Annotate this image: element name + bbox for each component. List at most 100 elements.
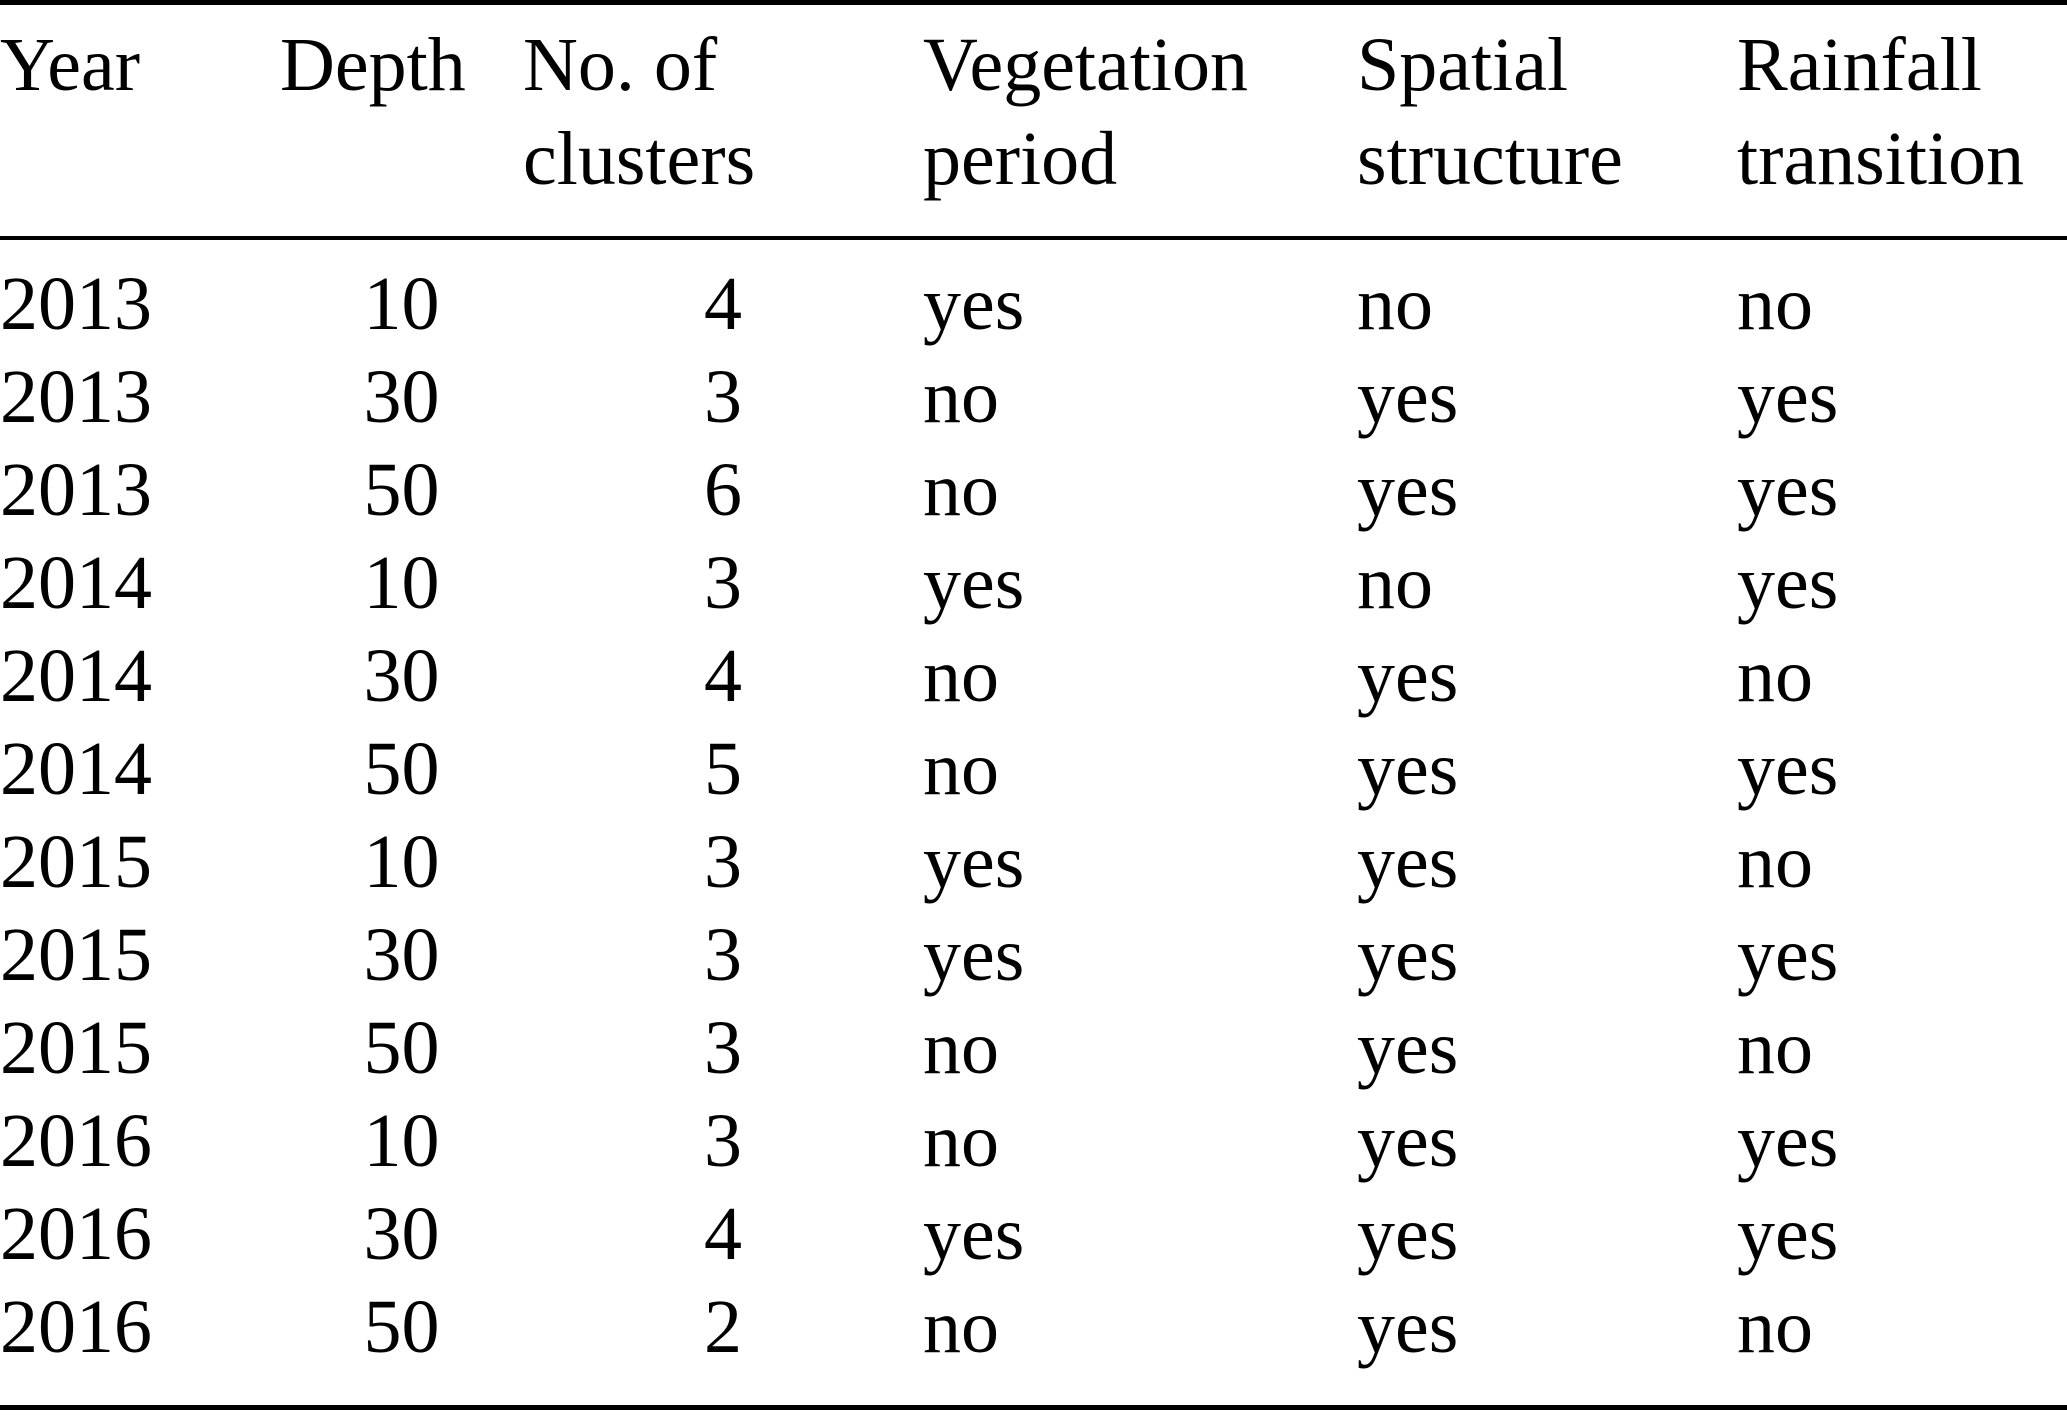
cell-rainfall-transition: yes — [1737, 541, 1839, 625]
cell-depth: 30 — [363, 634, 440, 718]
table-row: 2013 50 6 no yes yes — [0, 444, 2067, 537]
cell-year: 2016 — [0, 1285, 152, 1369]
cell-spatial-structure: yes — [1357, 1192, 1459, 1276]
cell-year: 2014 — [0, 634, 152, 718]
header-line: Rainfall — [1737, 23, 1982, 107]
column-header-spatial-structure: Spatial structure — [1357, 2, 1737, 240]
cell-vegetation-period: yes — [923, 541, 1025, 625]
cell-vegetation-period: no — [923, 448, 999, 532]
cell-depth: 50 — [363, 727, 440, 811]
header-line: Vegetation — [923, 23, 1249, 107]
cell-rainfall-transition: yes — [1737, 727, 1839, 811]
cell-clusters: 2 — [704, 1285, 742, 1369]
header-line: period — [923, 117, 1118, 201]
header-line: Depth — [280, 23, 466, 107]
cell-spatial-structure: yes — [1357, 1006, 1459, 1090]
table-row: 2015 50 3 no yes no — [0, 1002, 2067, 1095]
cell-vegetation-period: no — [923, 727, 999, 811]
table-row: 2016 10 3 no yes yes — [0, 1095, 2067, 1188]
table-row: 2013 10 4 yes no no — [0, 238, 2067, 351]
cell-depth: 30 — [363, 913, 440, 997]
cell-clusters: 3 — [704, 541, 742, 625]
cell-clusters: 3 — [704, 1006, 742, 1090]
cell-clusters: 4 — [704, 1192, 742, 1276]
cell-spatial-structure: no — [1357, 262, 1433, 346]
cell-clusters: 3 — [704, 913, 742, 997]
cell-rainfall-transition: yes — [1737, 1192, 1839, 1276]
header-line: No. of — [523, 23, 718, 107]
cell-year: 2015 — [0, 913, 152, 997]
cell-vegetation-period: no — [923, 634, 999, 718]
column-header-clusters: No. of clusters — [523, 2, 923, 240]
cell-year: 2013 — [0, 355, 152, 439]
table-row: 2016 50 2 no yes no — [0, 1281, 2067, 1408]
cell-vegetation-period: yes — [923, 1192, 1025, 1276]
cell-depth: 50 — [363, 1285, 440, 1369]
table-row: 2014 30 4 no yes no — [0, 630, 2067, 723]
cell-depth: 10 — [363, 1099, 440, 1183]
cell-clusters: 4 — [704, 634, 742, 718]
table-row: 2015 30 3 yes yes yes — [0, 909, 2067, 1002]
cell-spatial-structure: yes — [1357, 448, 1459, 532]
column-header-vegetation-period: Vegetation period — [923, 2, 1357, 240]
cell-rainfall-transition: no — [1737, 1285, 1813, 1369]
cell-year: 2016 — [0, 1099, 152, 1183]
cell-depth: 10 — [363, 820, 440, 904]
cell-clusters: 6 — [704, 448, 742, 532]
cell-vegetation-period: yes — [923, 820, 1025, 904]
header-row: Year Depth No. of clusters Vegetation pe… — [0, 2, 2067, 240]
cell-vegetation-period: no — [923, 355, 999, 439]
cell-depth: 10 — [363, 262, 440, 346]
cell-year: 2014 — [0, 541, 152, 625]
cell-year: 2014 — [0, 727, 152, 811]
header-line: Spatial — [1357, 23, 1569, 107]
cell-rainfall-transition: yes — [1737, 448, 1839, 532]
cell-year: 2015 — [0, 1006, 152, 1090]
cell-rainfall-transition: no — [1737, 1006, 1813, 1090]
cell-spatial-structure: yes — [1357, 1285, 1459, 1369]
cell-vegetation-period: no — [923, 1285, 999, 1369]
column-header-rainfall-transition: Rainfall transition — [1737, 2, 2067, 240]
cell-clusters: 4 — [704, 262, 742, 346]
cell-rainfall-transition: yes — [1737, 1099, 1839, 1183]
cell-spatial-structure: yes — [1357, 820, 1459, 904]
header-line: clusters — [523, 117, 756, 201]
cell-vegetation-period: yes — [923, 913, 1025, 997]
cell-vegetation-period: yes — [923, 262, 1025, 346]
cell-rainfall-transition: no — [1737, 634, 1813, 718]
cell-spatial-structure: yes — [1357, 1099, 1459, 1183]
cell-clusters: 3 — [704, 1099, 742, 1183]
cell-rainfall-transition: no — [1737, 262, 1813, 346]
table-row: 2014 10 3 yes no yes — [0, 537, 2067, 630]
cell-spatial-structure: yes — [1357, 913, 1459, 997]
cell-clusters: 3 — [704, 820, 742, 904]
cell-spatial-structure: yes — [1357, 355, 1459, 439]
table-row: 2016 30 4 yes yes yes — [0, 1188, 2067, 1281]
cell-depth: 30 — [363, 355, 440, 439]
cell-rainfall-transition: yes — [1737, 355, 1839, 439]
cell-spatial-structure: no — [1357, 541, 1433, 625]
header-line: structure — [1357, 117, 1623, 201]
cell-depth: 30 — [363, 1192, 440, 1276]
cell-year: 2016 — [0, 1192, 152, 1276]
table-row: 2015 10 3 yes yes no — [0, 816, 2067, 909]
cell-clusters: 3 — [704, 355, 742, 439]
table-row: 2013 30 3 no yes yes — [0, 351, 2067, 444]
cell-rainfall-transition: no — [1737, 820, 1813, 904]
column-header-depth: Depth — [280, 2, 523, 240]
header-line: transition — [1737, 117, 2025, 201]
cell-depth: 10 — [363, 541, 440, 625]
cell-depth: 50 — [363, 1006, 440, 1090]
cell-vegetation-period: no — [923, 1099, 999, 1183]
cell-vegetation-period: no — [923, 1006, 999, 1090]
cell-spatial-structure: yes — [1357, 727, 1459, 811]
table-row: 2014 50 5 no yes yes — [0, 723, 2067, 816]
cell-year: 2015 — [0, 820, 152, 904]
header-line: Year — [0, 23, 141, 107]
cell-depth: 50 — [363, 448, 440, 532]
cell-year: 2013 — [0, 448, 152, 532]
cell-clusters: 5 — [704, 727, 742, 811]
cell-spatial-structure: yes — [1357, 634, 1459, 718]
